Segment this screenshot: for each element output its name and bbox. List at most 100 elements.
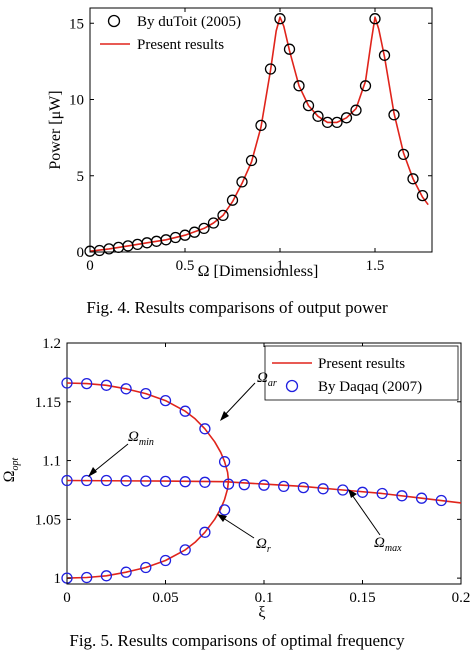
data-point bbox=[120, 566, 132, 578]
y-tick-label: 1.1 bbox=[42, 454, 61, 470]
x-tick-label: 0.15 bbox=[349, 590, 375, 606]
y-tick-label: 5 bbox=[77, 169, 85, 185]
data-point bbox=[376, 487, 388, 500]
x-tick-label: 0.5 bbox=[176, 258, 195, 274]
power-chart-y-axis-label: Power [μW] bbox=[47, 90, 64, 169]
y-tick-label: 10 bbox=[69, 93, 84, 109]
label-omega-max: Ωmax bbox=[374, 535, 402, 554]
data-point bbox=[416, 189, 429, 202]
y-tick-label: 1.05 bbox=[35, 512, 61, 528]
data-point bbox=[140, 561, 152, 574]
data-point bbox=[140, 387, 152, 400]
power-chart-legend: By duToit (2005) Present results bbox=[100, 14, 241, 53]
data-point bbox=[188, 226, 201, 238]
data-point bbox=[199, 526, 211, 538]
y-tick-label: 15 bbox=[69, 16, 84, 32]
data-point bbox=[207, 217, 220, 229]
x-tick-label: 1.5 bbox=[366, 258, 385, 274]
label-omega-r: Ωr bbox=[256, 536, 271, 555]
data-point bbox=[293, 80, 305, 92]
annotation-omega-r: Ωr bbox=[217, 514, 271, 555]
data-point bbox=[340, 112, 353, 124]
arrow-omega-r bbox=[219, 515, 255, 539]
data-point bbox=[274, 13, 286, 25]
data-point bbox=[140, 475, 152, 487]
data-point bbox=[245, 154, 258, 167]
data-point bbox=[179, 476, 191, 488]
data-point bbox=[217, 209, 229, 222]
data-point bbox=[61, 474, 73, 487]
power-chart: 0 0.5 1 1.5 0 5 10 15 Ω [Dimensionless] Power … bbox=[47, 7, 433, 317]
data-point bbox=[81, 474, 93, 487]
data-point bbox=[337, 484, 349, 496]
data-point bbox=[238, 479, 250, 491]
data-point bbox=[159, 394, 172, 407]
y-tick-label: 1.2 bbox=[42, 336, 61, 352]
label-omega-min: Ωmin bbox=[128, 429, 154, 448]
data-point bbox=[369, 13, 381, 25]
y-tick-label: 1.15 bbox=[35, 395, 61, 411]
data-point bbox=[356, 486, 369, 498]
data-point bbox=[302, 99, 315, 112]
x-tick-label: 0 bbox=[86, 258, 94, 274]
data-point bbox=[397, 148, 410, 161]
data-point bbox=[378, 49, 391, 61]
data-point bbox=[278, 480, 290, 493]
frequency-chart-y-axis-label: Ωopt bbox=[1, 457, 21, 482]
data-point bbox=[350, 104, 362, 116]
data-point bbox=[61, 377, 73, 389]
arrowhead-omega-r bbox=[217, 514, 227, 522]
data-point bbox=[331, 116, 343, 129]
legend-label-present: Present results bbox=[318, 356, 405, 372]
y-tick-label: 1 bbox=[54, 571, 62, 587]
legend-label-present: Present results bbox=[137, 37, 224, 53]
frequency-chart: 0 0.05 0.1 0.15 0.2 1 1.05 1.1 1.15 1.2 ξ Ωopt P… bbox=[1, 336, 470, 650]
data-point bbox=[226, 194, 239, 206]
data-point bbox=[199, 423, 211, 435]
data-point bbox=[435, 494, 447, 507]
data-point bbox=[100, 379, 113, 391]
data-point bbox=[236, 176, 248, 188]
data-point bbox=[159, 554, 172, 567]
series-line-1-0 bbox=[89, 16, 429, 252]
data-point bbox=[199, 476, 211, 488]
frequency-chart-x-axis-label: ξ bbox=[258, 604, 265, 621]
fig5-caption: Fig. 5. Results comparisons of optimal f… bbox=[69, 631, 405, 650]
x-tick-label: 0.1 bbox=[255, 590, 274, 606]
data-point bbox=[415, 492, 428, 504]
data-point bbox=[81, 377, 93, 390]
legend-marker-daqaq bbox=[285, 379, 299, 393]
series-line-0-1 bbox=[66, 480, 230, 579]
data-point bbox=[218, 504, 231, 516]
data-point bbox=[388, 109, 400, 121]
arrow-omega-max bbox=[349, 491, 381, 536]
annotation-omega-min: Ωmin bbox=[88, 429, 154, 477]
arrow-omega-min bbox=[90, 443, 129, 475]
data-point bbox=[283, 43, 296, 55]
data-point bbox=[81, 571, 93, 584]
x-tick-label: 0 bbox=[63, 590, 71, 606]
power-chart-x-axis-label: Ω [Dimensionless] bbox=[198, 263, 319, 280]
label-omega-ar: Ωar bbox=[257, 370, 277, 389]
data-point bbox=[359, 80, 372, 92]
data-point bbox=[100, 474, 113, 487]
arrow-omega-ar bbox=[221, 382, 256, 419]
series-line-0-2 bbox=[66, 479, 462, 504]
data-point bbox=[258, 479, 270, 491]
series-line-0-0 bbox=[66, 382, 230, 481]
annotation-omega-ar: Ωar bbox=[220, 370, 277, 421]
legend-marker-dutoit bbox=[107, 14, 121, 28]
data-point bbox=[255, 119, 267, 132]
data-point bbox=[297, 481, 310, 494]
data-point bbox=[198, 222, 210, 235]
y-label-main: Ωopt bbox=[1, 457, 21, 482]
arrowhead-omega-ar bbox=[220, 411, 229, 421]
x-tick-label: 0.05 bbox=[152, 590, 178, 606]
data-point bbox=[179, 405, 191, 417]
arrowhead-omega-min bbox=[88, 467, 97, 477]
data-point bbox=[396, 490, 408, 502]
data-point bbox=[317, 483, 329, 495]
data-point bbox=[100, 570, 113, 582]
fig4-caption: Fig. 4. Results comparisons of output po… bbox=[86, 298, 388, 317]
